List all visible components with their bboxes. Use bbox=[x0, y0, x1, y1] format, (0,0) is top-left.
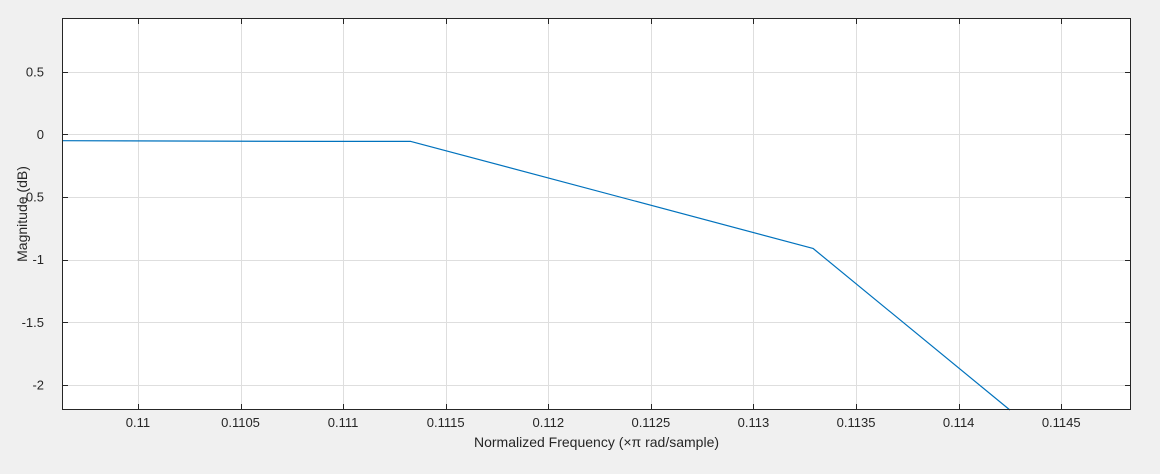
tick-marks bbox=[62, 18, 1131, 410]
y-tick-label: -0.5 bbox=[22, 190, 44, 205]
y-tick-label: 0.5 bbox=[26, 64, 44, 79]
x-tick-label: 0.1105 bbox=[221, 415, 260, 430]
x-tick-labels: 0.11 0.1105 0.111 0.1115 0.112 0.1125 0.113 0.1… bbox=[126, 415, 1081, 430]
x-tick-label: 0.1145 bbox=[1042, 415, 1081, 430]
x-tick-label: 0.111 bbox=[328, 415, 359, 430]
series-line-1 bbox=[61, 140, 1011, 411]
y-axis-label: Magnitude (dB) bbox=[14, 166, 30, 262]
x-tick-label: 0.1135 bbox=[837, 415, 876, 430]
grid-lines bbox=[62, 18, 1131, 410]
y-tick-label: -1.5 bbox=[22, 315, 44, 330]
y-tick-label: -2 bbox=[32, 377, 44, 392]
x-tick-label: 0.1125 bbox=[631, 415, 670, 430]
x-tick-label: 0.112 bbox=[532, 415, 564, 430]
y-tick-labels: 0.5 0 -0.5 -1 -1.5 -2 bbox=[22, 64, 44, 392]
y-tick-label: -1 bbox=[32, 252, 44, 267]
plot-area bbox=[62, 18, 1131, 410]
x-tick-label: 0.113 bbox=[738, 415, 770, 430]
series-layer bbox=[61, 140, 1011, 411]
x-tick-label: 0.11 bbox=[126, 415, 150, 430]
x-tick-label: 0.114 bbox=[943, 415, 975, 430]
axes-frame bbox=[62, 18, 1131, 410]
x-tick-label: 0.1115 bbox=[427, 415, 465, 430]
y-tick-label: 0 bbox=[37, 127, 44, 142]
x-axis-label: Normalized Frequency (×π rad/sample) bbox=[474, 434, 719, 450]
